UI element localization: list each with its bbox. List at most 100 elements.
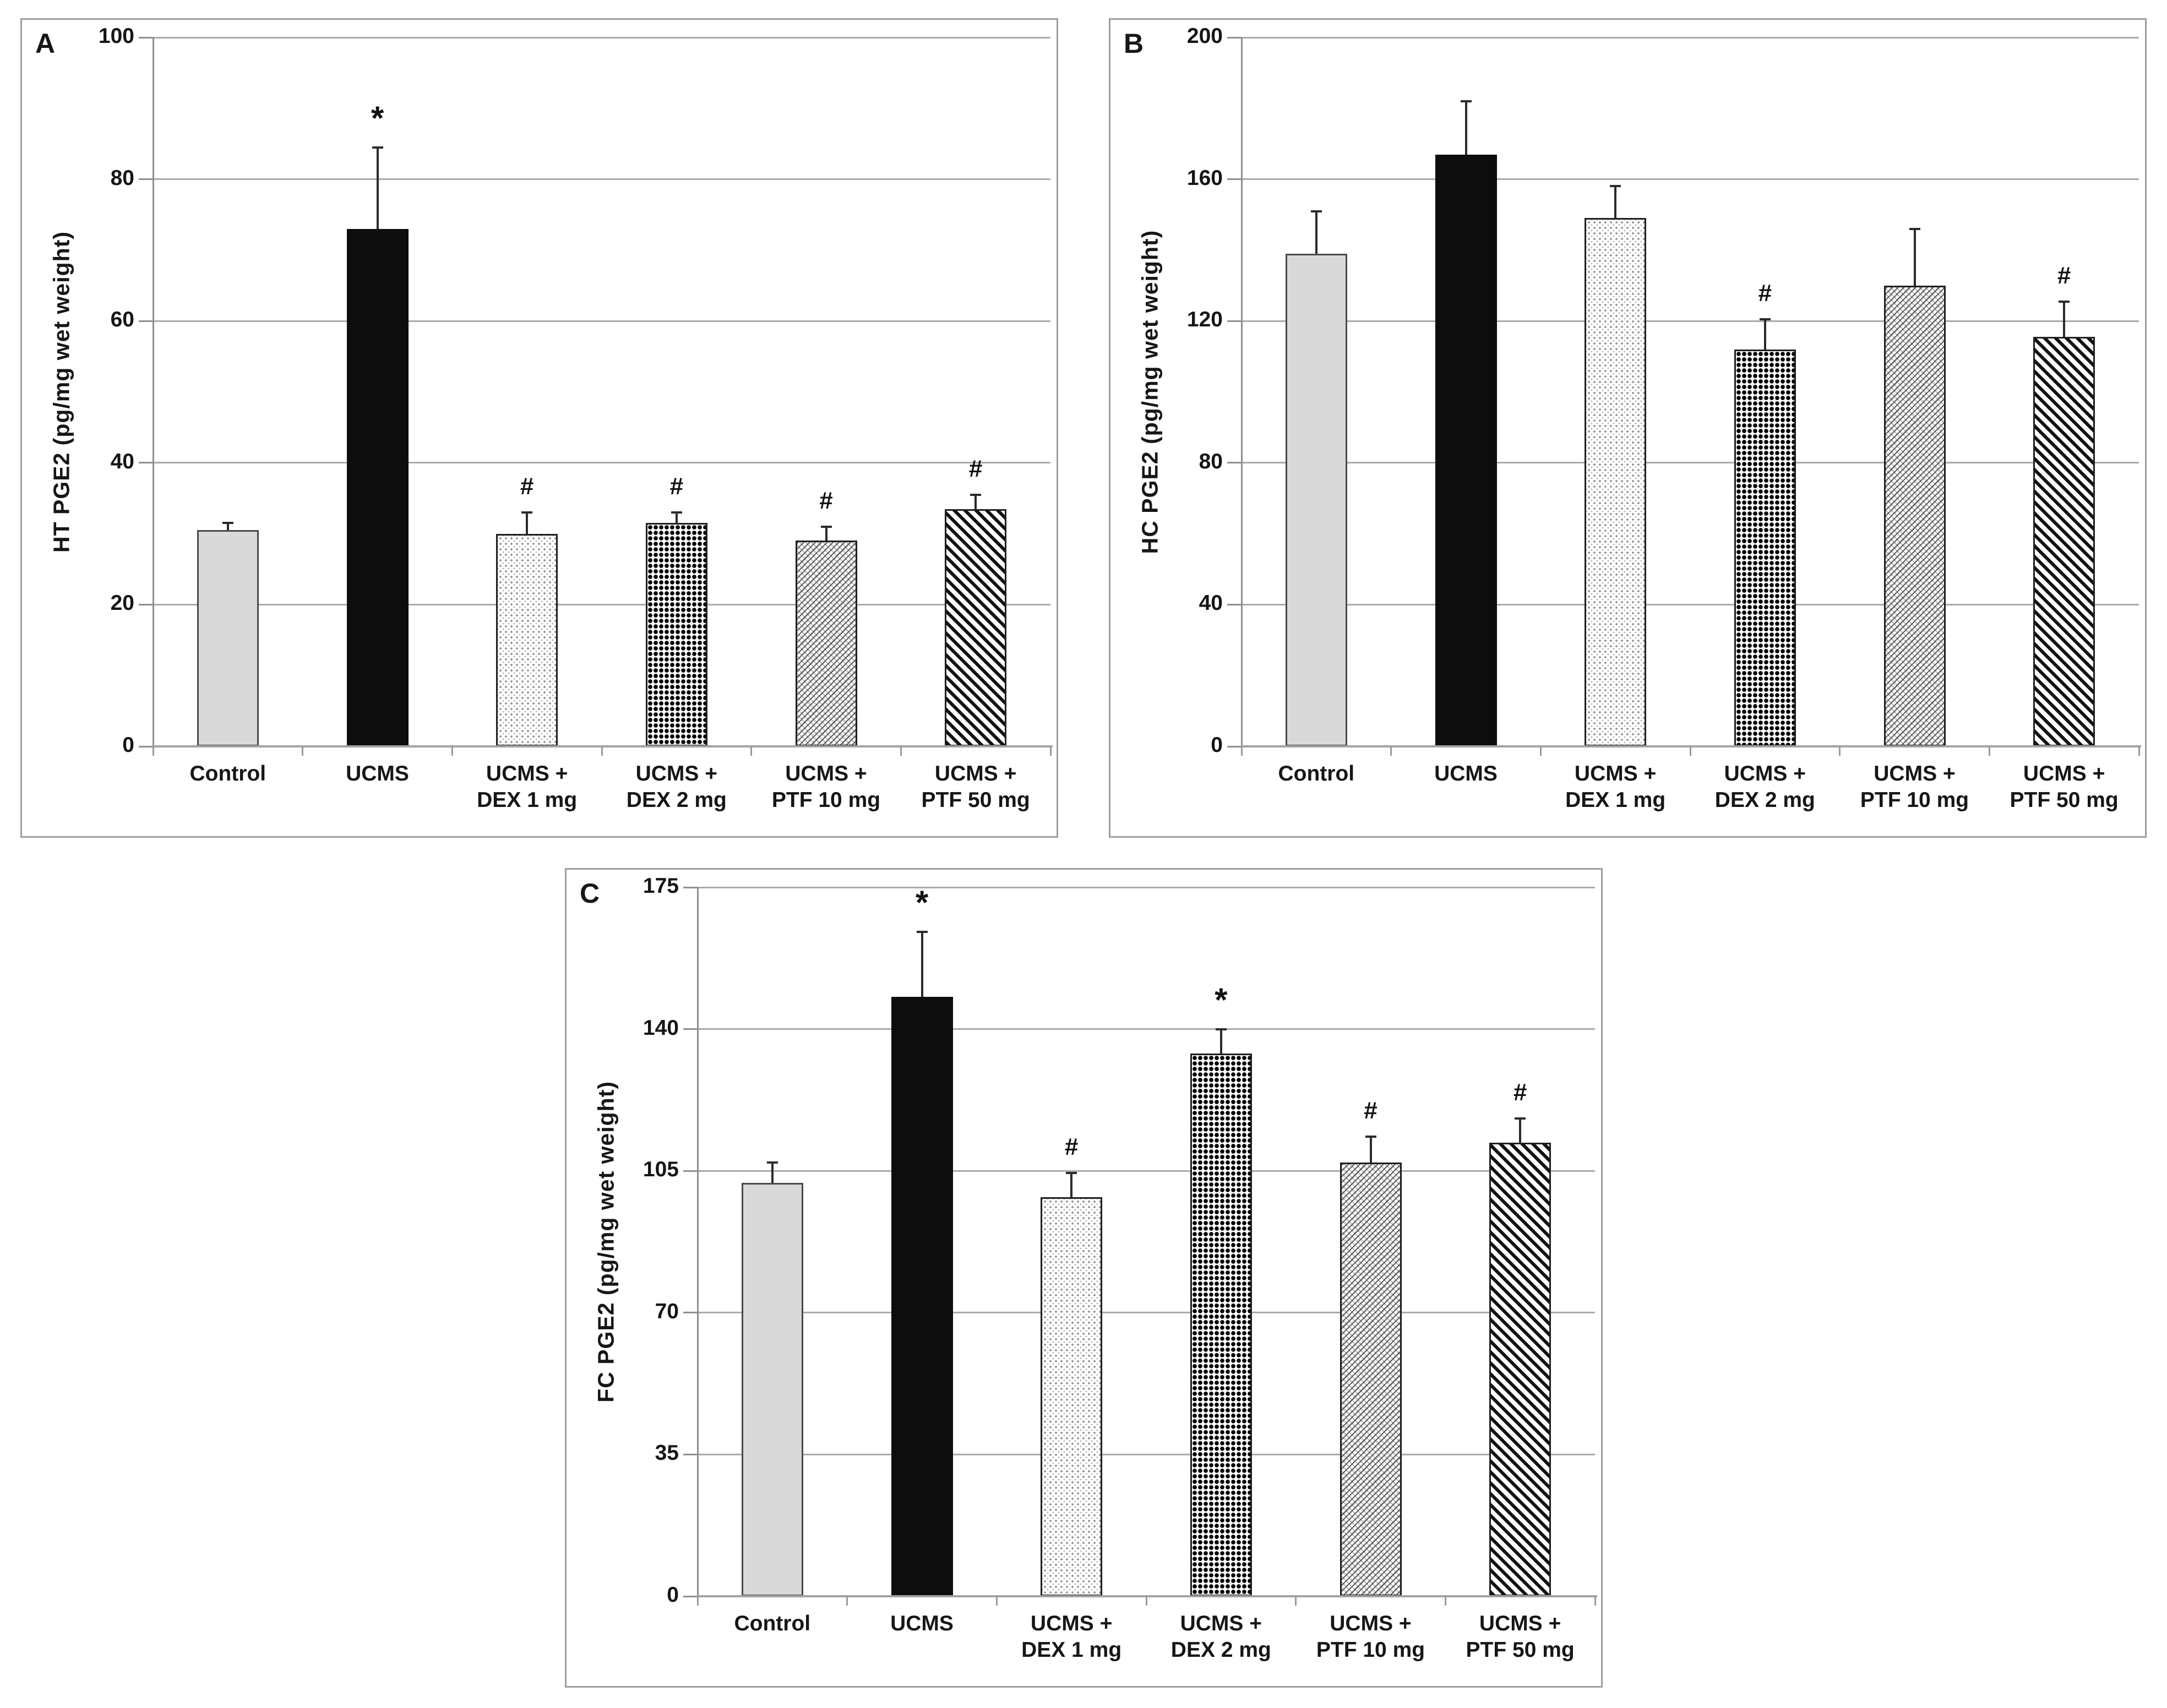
significance-hash: # [1758,279,1772,307]
x-tick-mark [900,746,902,756]
gridline-y40 [153,462,1050,464]
bar-ucms-ptf-50-mg [945,509,1007,746]
error-bar-cap [1310,210,1322,212]
error-bar [1519,1118,1522,1143]
error-bar [1070,1172,1073,1198]
error-bar-cap [1066,1171,1077,1174]
gridline-y200 [1242,36,2139,39]
x-axis-line [698,1595,1597,1597]
y-tick-label: 60 [110,308,134,332]
y-tick-mark [1227,603,1242,605]
y-tick-label: 40 [110,449,134,473]
y-tick-mark [139,320,153,322]
significance-hash: # [1064,1133,1079,1160]
bar-ucms-dex-2-mg [1734,349,1796,746]
error-bar [825,526,827,541]
x-tick-mark [302,746,304,756]
gridline-y80 [153,178,1050,181]
bar-control [741,1183,803,1596]
gridline-y60 [153,320,1050,322]
y-tick-label: 100 [98,24,134,48]
error-bar-cap [2059,300,2070,303]
bar-ucms-dex-2-mg [1190,1053,1252,1596]
significance-hash: # [819,487,833,514]
y-tick-label: 0 [667,1583,679,1607]
category-label: UCMS + PTF 50 mg [2010,762,2119,812]
bar-ucms-dex-1-mg [1585,218,1647,746]
gridline-y175 [698,886,1595,888]
category-label: UCMS + PTF 10 mg [1316,1612,1425,1662]
y-axis-line [1240,37,1243,747]
x-tick-mark [1240,746,1243,756]
error-bar [675,512,678,523]
significance-hash: # [1513,1078,1527,1106]
error-bar [921,931,923,997]
y-tick-mark [139,462,153,464]
y-tick-mark [683,1453,698,1455]
bar-control [1285,253,1347,746]
category-label: UCMS + DEX 2 mg [1170,1612,1271,1662]
x-tick-mark [846,1596,848,1606]
y-axis-line [152,37,154,747]
error-bar-cap [372,146,383,149]
bar-ucms [891,996,953,1596]
y-tick-label: 70 [655,1299,679,1323]
y-axis-line [696,887,699,1597]
x-tick-mark [1539,746,1542,756]
panel-letter-c: C [580,878,600,909]
category-label: Control [1278,762,1355,785]
error-bar [526,512,529,534]
bar-ucms-ptf-10-mg [1883,285,1946,746]
bar-ucms [1435,154,1497,746]
x-tick-mark [2138,746,2140,756]
y-tick-mark [1227,320,1242,322]
category-label: UCMS + PTF 50 mg [921,762,1030,812]
y-tick-label: 200 [1186,24,1223,48]
error-bar-cap [766,1161,778,1164]
error-bar [1219,1029,1222,1054]
bar-ucms-ptf-10-mg [795,541,857,746]
y-tick-label: 35 [655,1441,679,1465]
error-bar [771,1163,774,1183]
x-tick-mark [1145,1596,1147,1606]
significance-star: * [915,883,929,921]
x-tick-mark [1594,1596,1596,1606]
category-label: Control [734,1612,811,1635]
error-bar [226,523,229,531]
error-bar-cap [820,525,832,528]
chart-panel-c: C FC PGE2 (pg/mg wet weight) 0 35 70 105 140… [565,868,1603,1688]
y-tick-mark [683,1028,698,1030]
significance-hash: # [669,472,684,500]
category-label: UCMS + DEX 1 mg [1021,1612,1122,1662]
error-bar [376,147,379,229]
y-tick-label: 120 [1186,308,1223,332]
error-bar-cap [1759,318,1771,320]
y-tick-mark [139,603,153,605]
y-tick-label: 175 [643,874,679,898]
x-axis-line [153,745,1053,747]
category-label: UCMS + DEX 2 mg [1714,762,1815,812]
x-tick-mark [152,746,154,756]
error-bar-cap [1365,1135,1376,1138]
y-tick-label: 80 [110,166,134,190]
gridline-y100 [153,36,1050,39]
y-tick-mark [683,1170,698,1172]
error-bar-cap [521,511,533,514]
bar-ucms-ptf-10-mg [1340,1163,1402,1596]
gridline-y160 [1242,178,2139,181]
category-label: UCMS + DEX 1 mg [1565,762,1666,812]
category-label: UCMS + PTF 50 mg [1466,1612,1575,1662]
error-bar [974,494,977,509]
gridline-y40 [1242,603,2139,605]
error-bar-cap [1909,227,1920,230]
significance-hash: # [520,472,534,500]
y-tick-mark [1227,178,1242,181]
x-tick-mark [451,746,453,756]
y-tick-mark [139,178,153,181]
x-tick-mark [1295,1596,1297,1606]
y-tick-mark [139,36,153,39]
error-bar [1763,319,1766,350]
y-tick-label: 0 [122,733,134,757]
x-tick-mark [995,1596,998,1606]
error-bar-cap [1215,1028,1227,1030]
